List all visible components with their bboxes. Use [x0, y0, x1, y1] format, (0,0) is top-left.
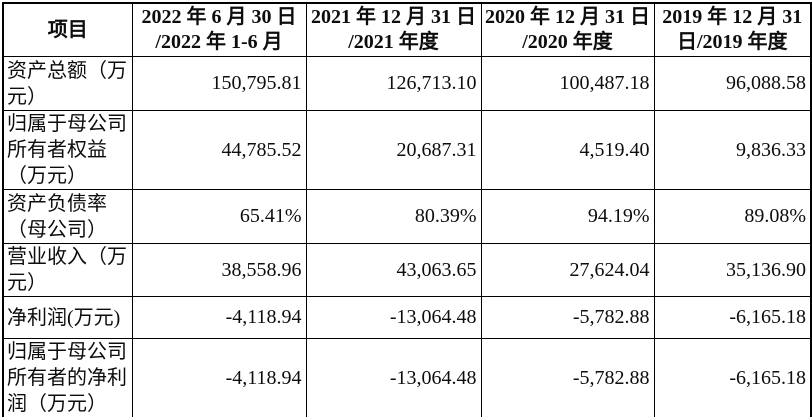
table-row-net-profit: 净利润(万元) -4,118.94 -13,064.48 -5,782.88 -… — [2, 296, 812, 339]
cell-value: 96,088.58 — [653, 56, 812, 111]
row-label: 归属于母公司 所有者的净利 润（万元） — [2, 338, 133, 417]
table-row-revenue: 营业收入（万 元） 38,558.96 43,063.65 27,624.04 … — [2, 243, 812, 297]
cell-value: 94.19% — [480, 189, 655, 244]
cell-value: -5,782.88 — [480, 296, 655, 339]
cell-value: -6,165.18 — [653, 296, 812, 339]
table-row-parent-net-profit: 归属于母公司 所有者的净利 润（万元） -4,118.94 -13,064.48… — [2, 338, 812, 417]
column-header-2022: 2022 年 6 月 30 日 /2022 年 1-6 月 — [131, 2, 307, 57]
column-header-2019: 2019 年 12 月 31 日/2019 年度 — [653, 2, 812, 57]
cell-value: 43,063.65 — [305, 243, 482, 297]
cell-value: 150,795.81 — [131, 56, 307, 111]
table-row-total-assets: 资产总额（万 元） 150,795.81 126,713.10 100,487.… — [2, 56, 812, 111]
cell-value: 80.39% — [305, 189, 482, 244]
cell-value: -13,064.48 — [305, 338, 482, 417]
table-row-debt-ratio: 资产负债率 （母公司） 65.41% 80.39% 94.19% 89.08% — [2, 189, 812, 244]
cell-value: 89.08% — [653, 189, 812, 244]
cell-value: -4,118.94 — [131, 296, 307, 339]
cell-value: -6,165.18 — [653, 338, 812, 417]
column-header-2021: 2021 年 12 月 31 日 /2021 年度 — [305, 2, 482, 57]
row-label: 净利润(万元) — [2, 296, 133, 339]
cell-value: 4,519.40 — [480, 110, 655, 190]
cell-value: 9,836.33 — [653, 110, 812, 190]
table-header-row: 项目 2022 年 6 月 30 日 /2022 年 1-6 月 2021 年 … — [2, 2, 812, 57]
column-header-item: 项目 — [2, 2, 133, 57]
cell-value: 35,136.90 — [653, 243, 812, 297]
cell-value: 27,624.04 — [480, 243, 655, 297]
cell-value: -13,064.48 — [305, 296, 482, 339]
cell-value: 126,713.10 — [305, 56, 482, 111]
column-header-2020: 2020 年 12 月 31 日 /2020 年度 — [480, 2, 655, 57]
row-label: 资产总额（万 元） — [2, 56, 133, 111]
row-label: 归属于母公司 所有者权益 （万元） — [2, 110, 133, 190]
cell-value: 100,487.18 — [480, 56, 655, 111]
cell-value: 65.41% — [131, 189, 307, 244]
cell-value: 38,558.96 — [131, 243, 307, 297]
cell-value: -4,118.94 — [131, 338, 307, 417]
row-label: 营业收入（万 元） — [2, 243, 133, 297]
cell-value: 44,785.52 — [131, 110, 307, 190]
row-label: 资产负债率 （母公司） — [2, 189, 133, 244]
cell-value: -5,782.88 — [480, 338, 655, 417]
table-row-parent-equity: 归属于母公司 所有者权益 （万元） 44,785.52 20,687.31 4,… — [2, 110, 812, 190]
cell-value: 20,687.31 — [305, 110, 482, 190]
